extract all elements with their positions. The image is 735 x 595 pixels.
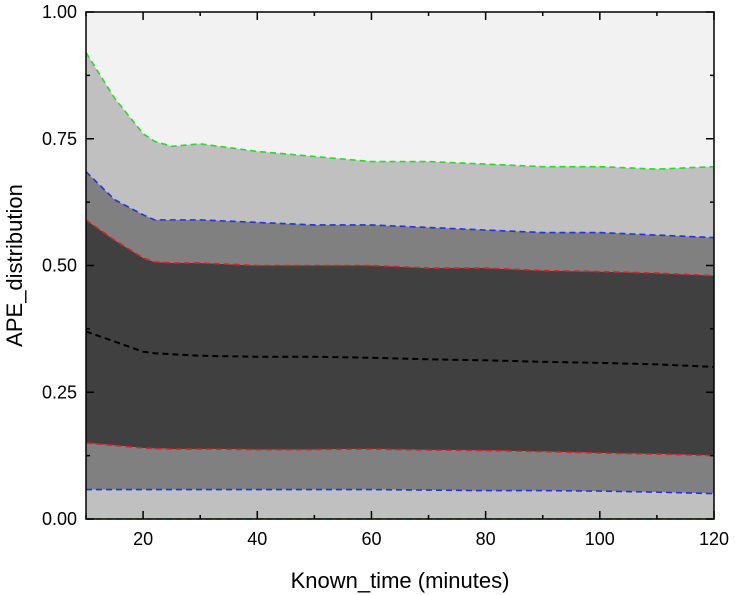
band-upper_mid-upper_inner <box>86 171 714 276</box>
x-axis-title: Known_time (minutes) <box>291 568 510 593</box>
x-tick-label: 20 <box>133 529 153 549</box>
bands-layer <box>86 52 714 519</box>
band-upper_outer-upper_mid <box>86 52 714 238</box>
y-tick-label: 0.25 <box>42 382 77 402</box>
series-line-upper_mid <box>85 171 715 239</box>
series-line-upper_inner <box>85 219 715 277</box>
x-tick-label: 80 <box>476 529 496 549</box>
y-tick-label: 0.75 <box>42 129 77 149</box>
band-upper_inner-lower_inner <box>86 219 714 456</box>
y-tick-label: 0.00 <box>42 509 77 529</box>
band-lower_mid-lower_outer <box>86 489 714 519</box>
series-line-upper_outer <box>85 52 715 170</box>
series-line-lower_mid <box>86 488 715 495</box>
x-tick-label: 100 <box>585 529 615 549</box>
y-tick-label: 0.50 <box>42 256 77 276</box>
x-tick-label: 120 <box>699 529 729 549</box>
x-tick-label: 40 <box>247 529 267 549</box>
ticks-layer: 20 40 60 80 100 120 0.00 0.25 0.50 0.75 1.00 <box>42 2 729 549</box>
band-lower_inner-lower_mid <box>86 442 714 494</box>
series-line-median <box>85 330 715 368</box>
y-axis-title: APE_distribution <box>2 184 27 347</box>
x-tick-label: 60 <box>361 529 381 549</box>
y-tick-label: 1.00 <box>42 2 77 22</box>
series-line-lower_inner <box>85 442 715 457</box>
